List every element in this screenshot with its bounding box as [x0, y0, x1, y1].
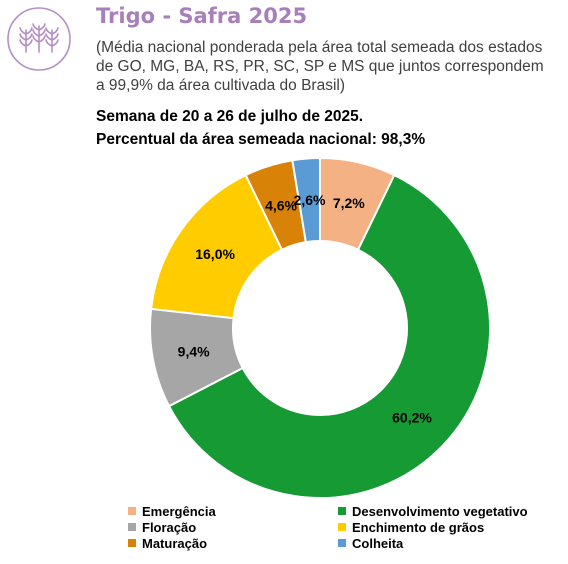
sown-area-label: Percentual da área semeada nacional: 98,… [96, 131, 426, 148]
data-label-5: 2,6% [294, 192, 326, 208]
legend-label: Enchimento de grãos [352, 520, 485, 535]
data-label-2: 9,4% [178, 343, 210, 359]
legend-swatch [338, 523, 346, 531]
chart-title: Trigo - Safra 2025 [96, 4, 308, 28]
legend-swatch [338, 507, 346, 515]
legend-item-2: Floração [128, 520, 196, 535]
legend-item-4: Maturação [128, 536, 207, 551]
legend-label: Floração [142, 520, 197, 535]
legend-label: Emergência [142, 504, 216, 519]
legend-swatch [128, 507, 136, 515]
legend-swatch [338, 539, 346, 547]
chart-subtitle: (Média nacional ponderada pela área tota… [96, 39, 544, 94]
legend-label: Desenvolvimento vegetativo [352, 504, 528, 519]
legend-label: Colheita [352, 536, 404, 551]
legend-item-0: Emergência [128, 504, 216, 519]
data-label-4: 4,6% [265, 198, 297, 214]
slice-5 [291, 156, 321, 244]
legend-item-5: Colheita [338, 536, 403, 551]
data-label-3: 16,0% [195, 246, 235, 262]
data-label-1: 60,2% [392, 410, 432, 426]
legend-swatch [128, 539, 136, 547]
week-label: Semana de 20 a 26 de julho de 2025. [96, 108, 364, 125]
data-label-0: 7,2% [333, 195, 365, 211]
legend-item-3: Enchimento de grãos [338, 520, 484, 535]
legend-item-1: Desenvolvimento vegetativo [338, 504, 528, 519]
legend-swatch [128, 523, 136, 531]
slice-1 [167, 173, 491, 499]
wheat-logo-icon [7, 7, 71, 71]
legend-label: Maturação [142, 536, 208, 551]
